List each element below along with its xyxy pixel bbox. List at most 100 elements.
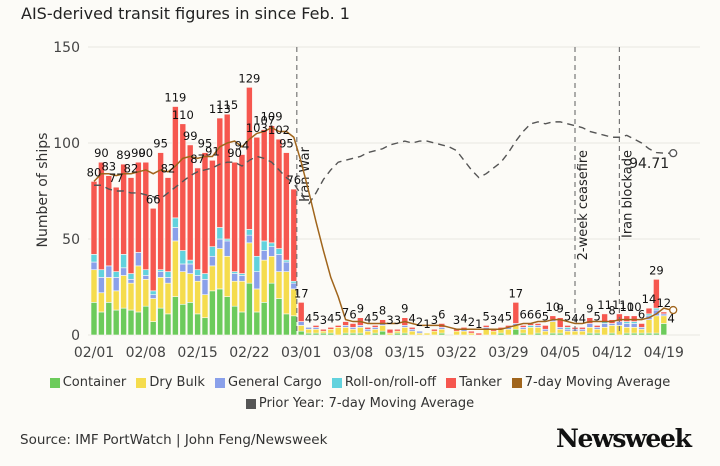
bar-segment-container bbox=[660, 323, 668, 336]
x-tick-label: 03/01 bbox=[281, 345, 321, 361]
bar-total-label: 119 bbox=[164, 91, 186, 105]
bar-segment-tanker bbox=[386, 328, 394, 334]
bar-segment-tanker bbox=[260, 129, 268, 242]
bar-total-label: 17 bbox=[508, 286, 523, 300]
legend-item-container[interactable]: Container bbox=[49, 375, 126, 390]
bar-total-label: 1 bbox=[423, 317, 430, 331]
legend-item-tanker[interactable]: Tanker bbox=[446, 375, 502, 390]
legend-label: Roll-on/roll-off bbox=[344, 375, 437, 390]
bar-total-label: 107 bbox=[253, 114, 275, 128]
bar-segment-dry-bulk bbox=[164, 282, 172, 315]
bar-segment-tanker bbox=[394, 328, 401, 332]
bar-segment-general-cargo bbox=[135, 252, 142, 267]
bar-segment-tanker bbox=[268, 125, 275, 244]
bar-segment-roll-on-roll-off bbox=[149, 290, 157, 295]
bar-segment-tanker bbox=[564, 325, 571, 328]
bar-segment-general-cargo bbox=[172, 227, 179, 242]
bar-segment-roll-on-roll-off bbox=[179, 250, 187, 265]
bar-segment-dry-bulk bbox=[283, 271, 290, 315]
bar-segment-general-cargo bbox=[105, 265, 113, 278]
bar-segment-dry-bulk bbox=[334, 327, 342, 336]
legend-item-dry-bulk[interactable]: Dry Bulk bbox=[136, 375, 205, 390]
bar-segment-roll-on-roll-off bbox=[275, 248, 283, 255]
bar-total-label: 12 bbox=[656, 296, 671, 310]
bar-total-label: 82 bbox=[124, 162, 139, 176]
bar-segment-container bbox=[157, 307, 164, 336]
bar-segment-tanker bbox=[201, 152, 209, 274]
bar-segment-dry-bulk bbox=[490, 330, 497, 336]
bar-segment-tanker bbox=[475, 332, 483, 336]
bar-total-label: 113 bbox=[209, 102, 231, 116]
bar-segment-roll-on-roll-off bbox=[90, 254, 98, 263]
bar-segment-container bbox=[253, 311, 261, 336]
bar-segment-container bbox=[290, 315, 298, 336]
bar-segment-dry-bulk bbox=[142, 279, 150, 307]
bar-total-label: 95 bbox=[279, 137, 294, 151]
bar-total-label: 5 bbox=[594, 309, 601, 323]
bar-total-label: 10 bbox=[545, 300, 560, 314]
x-axis-ticks: 02/01 02/08 02/15 02/22 03/01 03/08 03/15 03/22… bbox=[74, 345, 684, 361]
bar-segment-dry-bulk bbox=[260, 259, 268, 303]
source-credit: Source: IMF PortWatch | John Feng/Newswe… bbox=[20, 432, 328, 448]
bar-segment-dry-bulk bbox=[453, 330, 460, 336]
bar-segment-tanker bbox=[135, 161, 142, 253]
bar-total-label: 95 bbox=[198, 137, 213, 151]
bar-total-label: 115 bbox=[216, 98, 238, 112]
bar-total-label: 5 bbox=[483, 309, 490, 323]
bar-total-label: 95 bbox=[153, 137, 168, 151]
bar-segment-tanker bbox=[179, 123, 187, 251]
bar-total-label: 110 bbox=[172, 108, 194, 122]
bar-segment-dry-bulk bbox=[542, 330, 549, 336]
bar-total-label: 3 bbox=[431, 313, 438, 327]
legend-item-general-cargo[interactable]: General Cargo bbox=[215, 375, 322, 390]
bar-segment-container bbox=[216, 288, 224, 336]
bar-segment-roll-on-roll-off bbox=[201, 273, 209, 280]
bar-segment-roll-on-roll-off bbox=[120, 254, 127, 269]
bar-segment-container bbox=[90, 302, 98, 336]
bar-segment-container bbox=[379, 330, 386, 336]
bar-segment-tanker bbox=[408, 327, 416, 330]
x-tick-label: 02/22 bbox=[229, 345, 269, 361]
bar-total-label: 6 bbox=[438, 307, 445, 321]
bar-segment-dry-bulk bbox=[305, 328, 312, 334]
lines-group: 94.71 bbox=[93, 121, 678, 330]
bar-segment-dry-bulk bbox=[127, 282, 135, 311]
prior-year-average-line bbox=[94, 121, 672, 206]
bar-segment-roll-on-roll-off bbox=[253, 255, 261, 272]
legend-item-prior-year[interactable]: Prior Year: 7-day Moving Average bbox=[245, 396, 474, 411]
bar-segment-dry-bulk bbox=[556, 328, 564, 334]
bar-segment-container bbox=[164, 313, 172, 336]
legend-swatch bbox=[49, 377, 60, 388]
x-tick-label: 04/12 bbox=[592, 345, 632, 361]
bar-segment-dry-bulk bbox=[194, 280, 201, 315]
bar-segment-dry-bulk bbox=[608, 325, 616, 334]
bar-segment-tanker bbox=[231, 161, 238, 272]
bar-segment-general-cargo bbox=[246, 234, 253, 244]
bar-segment-dry-bulk bbox=[601, 327, 608, 336]
bar-segment-general-cargo bbox=[305, 327, 312, 330]
bar-total-label: 10 bbox=[619, 300, 634, 314]
bar-segment-tanker bbox=[468, 330, 475, 334]
bar-segment-tanker bbox=[90, 181, 98, 255]
bar-segment-container bbox=[246, 282, 253, 336]
bar-segment-tanker bbox=[275, 138, 283, 249]
legend-item-moving-average[interactable]: 7-day Moving Average bbox=[511, 375, 670, 390]
bar-segment-general-cargo bbox=[231, 273, 238, 282]
legend-item-roll-on-roll-off[interactable]: Roll-on/roll-off bbox=[331, 375, 437, 390]
bar-segment-container bbox=[142, 305, 150, 336]
bar-segment-tanker bbox=[542, 325, 549, 330]
y-axis-ticks: 0 50 100 150 bbox=[53, 40, 80, 344]
bar-segment-tanker bbox=[290, 188, 298, 282]
x-tick-label: 03/22 bbox=[436, 345, 476, 361]
y-tick-label: 100 bbox=[53, 136, 80, 152]
bar-segment-tanker bbox=[623, 315, 631, 322]
bar-segment-container bbox=[297, 330, 305, 336]
bar-total-label: 8 bbox=[608, 304, 615, 318]
x-tick-label: 03/08 bbox=[333, 345, 373, 361]
bar-segment-container bbox=[283, 313, 290, 336]
bar-segment-dry-bulk bbox=[268, 255, 275, 284]
legend-label: Dry Bulk bbox=[149, 375, 205, 390]
bar-total-label: 99 bbox=[183, 129, 198, 143]
x-tick-label: 04/19 bbox=[644, 345, 684, 361]
bar-segment-dry-bulk bbox=[105, 277, 113, 303]
